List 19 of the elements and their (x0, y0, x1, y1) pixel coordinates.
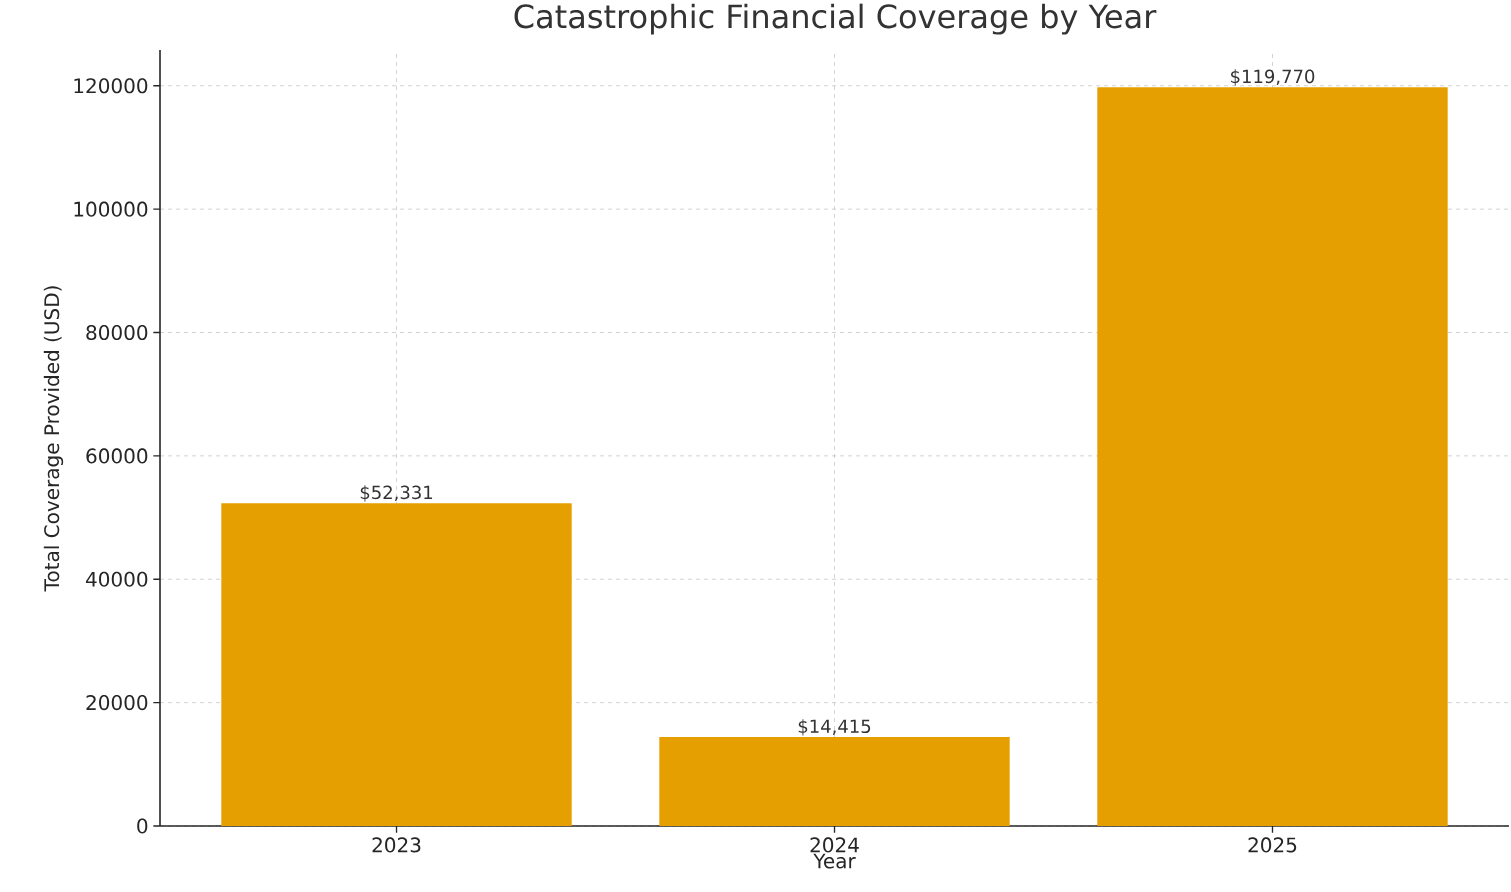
bar (221, 503, 572, 826)
chart-title: Catastrophic Financial Coverage by Year (514, 3, 1157, 35)
x-axis-title: Year (813, 853, 856, 869)
y-tick-label: 60000 (86, 448, 148, 464)
y-tick-label: 0 (137, 818, 148, 834)
data-label: $52,331 (360, 485, 433, 502)
y-axis-title: Total Coverage Provided (USD) (43, 286, 64, 592)
x-tick-label: 2024 (810, 837, 859, 853)
y-tick-label: 100000 (74, 201, 148, 217)
y-tick-label: 120000 (74, 78, 148, 94)
bar (1097, 87, 1448, 826)
y-tick-label: 20000 (86, 695, 148, 711)
data-label: $14,415 (798, 719, 871, 736)
y-tick-label: 80000 (86, 324, 148, 341)
bar (659, 737, 1010, 826)
x-tick-label: 2023 (372, 837, 421, 853)
y-tick-label: 40000 (85, 571, 148, 587)
data-label: $119,770 (1231, 69, 1315, 86)
x-tick-label: 2025 (1248, 837, 1297, 853)
